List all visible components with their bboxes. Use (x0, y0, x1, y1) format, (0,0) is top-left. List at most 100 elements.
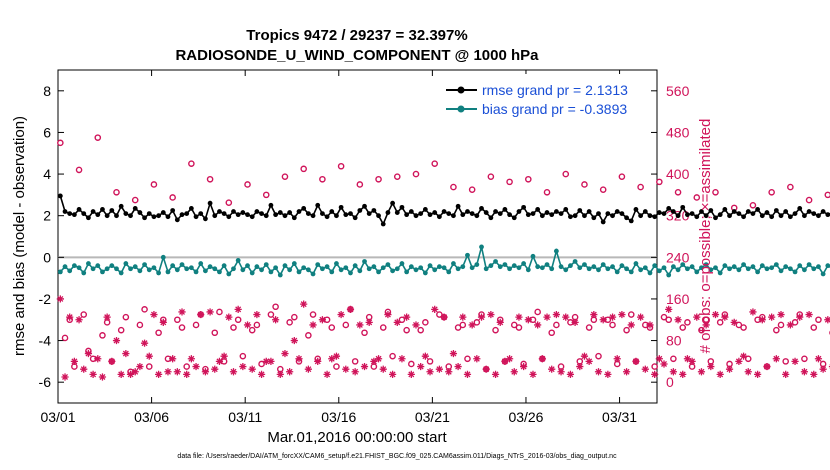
rmse-point (81, 211, 87, 217)
obs-assimilated-point (520, 362, 528, 371)
bias-point (436, 264, 442, 270)
rmse-point (783, 209, 789, 214)
rmse-point (535, 207, 541, 212)
obs-assimilated-point (594, 368, 603, 376)
obs-assimilated-point (84, 349, 93, 358)
obs-assimilated-point (374, 355, 383, 363)
bias-point (638, 267, 644, 273)
obs-assimilated-point (80, 365, 88, 373)
obs-assimilated-point (693, 313, 701, 321)
obs-assimilated-point (431, 305, 439, 313)
obs-possible-point (801, 355, 808, 363)
rmse-point (212, 213, 218, 219)
obs-possible-point (660, 313, 668, 321)
rmse-point (493, 209, 498, 214)
bias-point (816, 264, 821, 270)
rmse-point (399, 204, 405, 210)
bias-point (404, 269, 410, 275)
obs-assimilated-point (61, 373, 69, 381)
bias-point (324, 264, 330, 270)
rmse-point (525, 212, 531, 218)
y2-tick-label: 240 (666, 249, 690, 265)
bias-point (591, 264, 597, 270)
rmse-point (254, 209, 260, 214)
bias-point (95, 263, 101, 269)
rmse-point (451, 213, 456, 219)
rmse-point (521, 204, 527, 210)
obs-possible-point (656, 178, 663, 186)
bias-point (249, 270, 255, 276)
rmse-point (301, 206, 307, 211)
legend-bias-label: bias grand pr = -0.3893 (482, 101, 627, 117)
obs-possible-point (716, 319, 724, 326)
rmse-point (334, 213, 339, 219)
bias-point (310, 271, 316, 277)
bias-point (572, 259, 578, 264)
bias-point (764, 266, 770, 272)
obs-assimilated-point (426, 368, 434, 376)
bias-point (596, 267, 601, 273)
rmse-point (474, 213, 480, 219)
obs-assimilated-point (557, 368, 565, 376)
obs-assimilated-point (608, 313, 617, 321)
bias-point (741, 262, 746, 267)
obs-possible-point (291, 313, 298, 321)
chart-title: Tropics 9472 / 29237 = 32.397% (246, 27, 467, 44)
obs-assimilated-point (140, 339, 149, 347)
bias-point (179, 262, 185, 267)
rmse-point (685, 212, 690, 218)
obs-assimilated-point (487, 310, 495, 319)
bias-point (642, 265, 648, 271)
rmse-point (123, 211, 129, 217)
bias-point (549, 266, 555, 272)
bias-point (624, 266, 629, 272)
obs-assimilated-point (150, 310, 158, 319)
obs-assimilated-point (351, 368, 359, 376)
obs-assimilated-point (754, 370, 762, 378)
bias-point (193, 269, 199, 275)
obs-assimilated-point (257, 370, 266, 378)
obs-assimilated-point (786, 321, 794, 329)
bias-point (114, 266, 119, 272)
rmse-point (71, 212, 77, 218)
obs-assimilated-point (772, 355, 780, 363)
rmse-point (310, 213, 316, 219)
rmse-point (689, 211, 695, 217)
obs-possible-point (375, 175, 382, 183)
obs-possible-point (57, 139, 64, 147)
rmse-point (338, 204, 344, 210)
obs-assimilated-point (267, 357, 275, 365)
bias-point (539, 265, 545, 271)
obs-possible-point (356, 181, 364, 188)
obs-possible-point (131, 196, 139, 204)
bias-point (231, 266, 236, 272)
obs-assimilated-point (468, 321, 476, 329)
obs-assimilated-point (183, 370, 191, 378)
bias-point (334, 261, 339, 266)
bias-point (142, 262, 147, 267)
rmse-point (315, 202, 321, 208)
obs-assimilated-point (276, 370, 284, 378)
bias-point (118, 270, 124, 276)
obs-possible-point (698, 326, 705, 334)
obs-possible-point (506, 178, 513, 186)
bias-line (59, 246, 830, 277)
obs-assimilated-point (735, 357, 743, 365)
bias-point (521, 261, 527, 266)
obs-possible-point (534, 308, 541, 316)
obs-possible-point (787, 183, 794, 191)
obs-assimilated-point (744, 368, 752, 376)
bias-point (600, 262, 606, 267)
obs-assimilated-point (613, 355, 621, 363)
obs-possible-point (548, 329, 556, 337)
obs-possible-point (99, 332, 106, 339)
rmse-point (366, 211, 372, 217)
rmse-point (699, 209, 704, 214)
rmse-point (717, 212, 723, 218)
obs-assimilated-point (674, 316, 682, 324)
obs-assimilated-point (566, 370, 575, 378)
bias-point (759, 263, 765, 269)
bias-point (703, 262, 709, 267)
rmse-point (146, 211, 152, 217)
obs-assimilated-point (651, 370, 659, 378)
